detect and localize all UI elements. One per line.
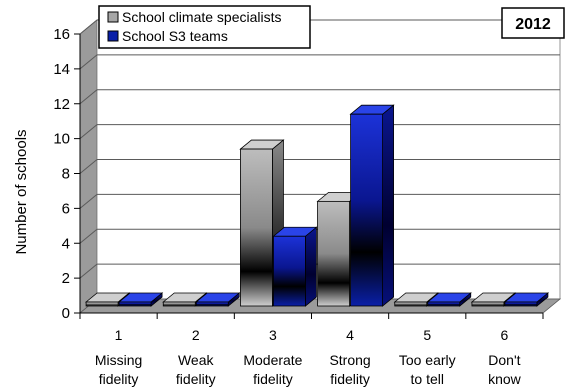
year-label: 2012 bbox=[515, 16, 551, 33]
y-tick-label: 14 bbox=[53, 61, 70, 78]
bar-front bbox=[317, 200, 350, 307]
year-annotation: 2012 bbox=[501, 7, 565, 39]
bar-front bbox=[118, 301, 152, 307]
legend-swatch-specialists bbox=[107, 11, 119, 23]
gridline-side bbox=[79, 228, 98, 244]
gridline-side bbox=[79, 89, 98, 105]
x-category-description: Don't bbox=[488, 352, 520, 368]
x-category-description: Weak bbox=[178, 352, 215, 368]
bar-front bbox=[85, 301, 119, 307]
legend-label-specialists: School climate specialists bbox=[122, 9, 282, 25]
x-category-description: fidelity bbox=[330, 371, 370, 387]
y-tick-label: 4 bbox=[62, 235, 70, 252]
y-tick-label: 2 bbox=[62, 270, 70, 287]
bar-side bbox=[305, 226, 317, 307]
gridline-side bbox=[79, 54, 98, 70]
bar-s3-teams-cat-2 bbox=[195, 292, 241, 307]
x-tick-label: 3 bbox=[269, 327, 277, 343]
bar-s3-teams-cat-5 bbox=[426, 292, 472, 307]
x-category-description: Strong bbox=[329, 352, 370, 368]
bar-front bbox=[350, 113, 383, 307]
bar-front bbox=[162, 301, 196, 307]
y-tick-label: 12 bbox=[53, 96, 70, 113]
x-category-description: fidelity bbox=[176, 371, 216, 387]
x-category-description: Missing bbox=[95, 352, 142, 368]
x-axis-ticks: 1 Missing fidelity 2 Weak fidelity 3 Moderate fi… bbox=[79, 312, 544, 387]
x-tick-label: 6 bbox=[501, 327, 509, 343]
y-tick-label: 10 bbox=[53, 131, 70, 148]
gridline-side bbox=[79, 263, 98, 279]
gridline-side bbox=[79, 19, 98, 35]
x-category-description: fidelity bbox=[253, 371, 293, 387]
bar-s3-teams-cat-6 bbox=[503, 292, 550, 307]
legend-swatch-s3-teams bbox=[107, 30, 119, 42]
x-tick-label: 5 bbox=[423, 327, 431, 343]
legend: School climate specialists School S3 tea… bbox=[98, 5, 311, 49]
bar-front bbox=[427, 301, 461, 307]
y-tick-label: 16 bbox=[53, 26, 70, 43]
x-tick-label: 2 bbox=[192, 327, 200, 343]
bar-front bbox=[195, 301, 229, 307]
x-category-description: know bbox=[488, 371, 522, 387]
bar-front bbox=[240, 148, 273, 307]
legend-label-s3-teams: School S3 teams bbox=[122, 28, 228, 44]
year-box-border bbox=[501, 7, 565, 39]
bar-s3-teams-cat-1 bbox=[117, 292, 164, 307]
bar-side bbox=[382, 104, 394, 307]
bar-s3-teams-cat-3 bbox=[272, 226, 318, 307]
bar-specialists-cat-3 bbox=[239, 139, 285, 307]
bar-s3-teams-cat-4 bbox=[349, 104, 395, 307]
legend-box bbox=[98, 5, 311, 49]
y-tick-label: 0 bbox=[62, 305, 70, 322]
gridline-side bbox=[79, 124, 98, 140]
bar-front bbox=[471, 301, 505, 307]
bar-front bbox=[394, 301, 428, 307]
bar-front bbox=[504, 301, 538, 307]
x-category-description: Too early bbox=[399, 352, 456, 368]
x-category-description: Moderate bbox=[243, 352, 302, 368]
x-category-description: to tell bbox=[411, 371, 444, 387]
y-tick-label: 8 bbox=[62, 166, 70, 183]
y-axis-label: Number of schools bbox=[13, 129, 30, 254]
bars bbox=[84, 104, 550, 307]
y-axis-ticks: 0 2 4 6 8 10 12 14 16 bbox=[53, 26, 81, 322]
x-tick-label: 4 bbox=[346, 327, 354, 343]
gridline-side bbox=[79, 159, 98, 174]
x-category-description: fidelity bbox=[99, 371, 139, 387]
x-tick-label: 1 bbox=[115, 327, 123, 343]
bar-front bbox=[273, 235, 306, 307]
gridline-side bbox=[79, 193, 98, 209]
y-tick-label: 6 bbox=[62, 200, 70, 217]
